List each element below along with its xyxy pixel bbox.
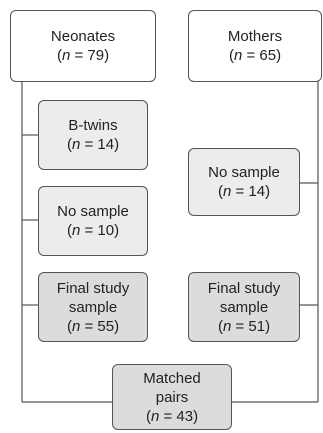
mothers-count: (n = 65) [229,46,281,65]
mothers-final-title-2: sample [220,298,268,317]
matched-pairs-box: Matched pairs (n = 43) [112,364,232,430]
neonates-no-sample-box: No sample (n = 10) [38,186,148,256]
b-twins-box: B-twins (n = 14) [38,100,148,170]
mothers-box: Mothers (n = 65) [188,10,322,82]
mothers-no-sample-box: No sample (n = 14) [188,148,300,216]
neonates-final-title-1: Final study [57,279,130,298]
neonates-title: Neonates [51,27,115,46]
neonates-final-box: Final study sample (n = 55) [38,272,148,342]
matched-title-1: Matched [143,369,201,388]
mothers-no-sample-title: No sample [208,163,280,182]
mothers-final-count: (n = 51) [218,317,270,336]
neonates-no-sample-title: No sample [57,202,129,221]
mothers-title: Mothers [228,27,282,46]
matched-title-2: pairs [156,388,189,407]
mothers-no-sample-count: (n = 14) [218,182,270,201]
mothers-final-box: Final study sample (n = 51) [188,272,300,342]
neonates-final-title-2: sample [69,298,117,317]
neonates-box: Neonates (n = 79) [10,10,156,82]
neonates-no-sample-count: (n = 10) [67,221,119,240]
neonates-count: (n = 79) [57,46,109,65]
neonates-final-count: (n = 55) [67,317,119,336]
b-twins-count: (n = 14) [67,135,119,154]
matched-count: (n = 43) [146,407,198,426]
mothers-final-title-1: Final study [208,279,281,298]
b-twins-title: B-twins [68,116,117,135]
